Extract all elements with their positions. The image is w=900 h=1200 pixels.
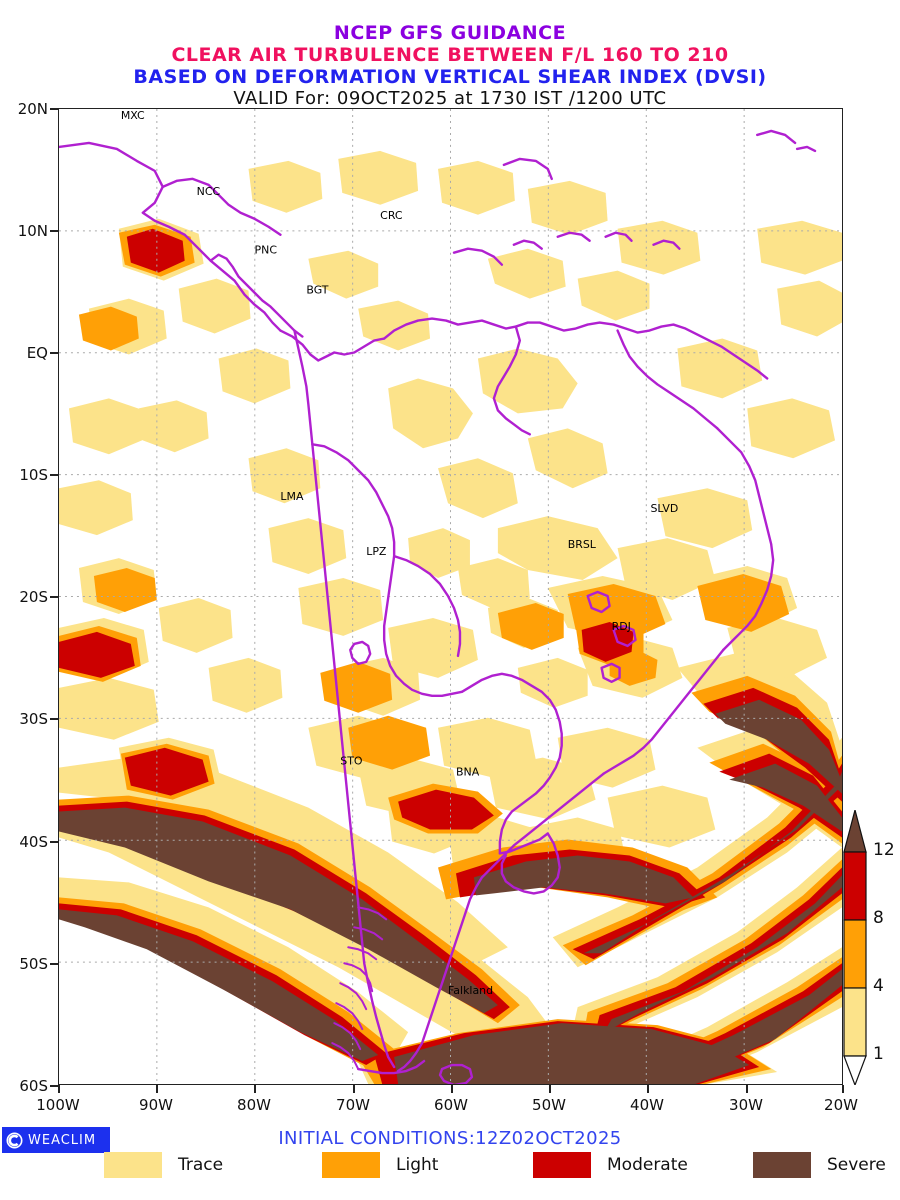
colorbar-segment-light	[843, 919, 867, 989]
y-tick-50s	[50, 963, 58, 965]
legend-swatch-severe	[753, 1152, 811, 1178]
title-model-line: NCEP GFS GUIDANCE	[333, 22, 567, 44]
y-tick-20s	[50, 596, 58, 598]
y-tick-eq	[50, 352, 58, 354]
colorbar-segment-trace	[843, 987, 867, 1057]
colorbar-none-arrow	[843, 1055, 867, 1087]
x-tick-label-30w: 30W	[729, 1096, 763, 1114]
city-label-lma: LMA	[280, 490, 304, 503]
x-tick-label-40w: 40W	[630, 1096, 664, 1114]
dvsi-colorbar[interactable]: 12 8 4 1	[843, 807, 895, 1087]
y-tick-label-60s: 60S	[19, 1077, 48, 1095]
x-tick-label-60w: 60W	[434, 1096, 468, 1114]
turbulence-category-legend: Trace Light Moderate Severe	[0, 1152, 900, 1182]
x-tick-label-70w: 70W	[336, 1096, 370, 1114]
legend-swatch-light	[322, 1152, 380, 1178]
y-tick-20n	[50, 108, 58, 110]
weaclim-logo-badge[interactable]: WEACLIM	[2, 1127, 110, 1153]
city-label-crc: CRC	[380, 209, 403, 222]
colorbar-tick-8: 8	[873, 908, 884, 928]
x-tick-label-50w: 50W	[532, 1096, 566, 1114]
y-tick-label-50s: 50S	[19, 955, 48, 973]
x-tick-90w	[156, 1085, 158, 1093]
legend-swatch-moderate	[533, 1152, 591, 1178]
city-label-bna: BNA	[456, 766, 480, 779]
city-label-sto: STO	[340, 755, 363, 768]
x-tick-60w	[451, 1085, 453, 1093]
city-label-falkland: Falkland	[448, 984, 493, 997]
initial-conditions-text: INITIAL CONDITIONS:12Z02OCT2025	[278, 1128, 622, 1149]
y-tick-60s	[50, 1085, 58, 1087]
x-tick-label-80w: 80W	[237, 1096, 271, 1114]
colorbar-severe-arrow	[843, 807, 867, 853]
x-tick-20w	[842, 1085, 844, 1093]
x-tick-label-20w: 20W	[824, 1096, 858, 1114]
legend-item-moderate[interactable]: Moderate	[533, 1152, 688, 1178]
x-tick-80w	[254, 1085, 256, 1093]
city-label-lpz: LPZ	[366, 545, 387, 558]
colorbar-svg	[843, 807, 867, 1087]
coastline-layer	[59, 129, 817, 1084]
legend-item-severe[interactable]: Severe	[753, 1152, 886, 1178]
turbulence-map[interactable]: MXC NCC PNC CRC BGT LMA LPZ BRSL SLVD RD…	[58, 108, 843, 1085]
city-label-brsl: BRSL	[568, 538, 597, 551]
x-tick-50w	[549, 1085, 551, 1093]
y-tick-label-40s: 40S	[19, 833, 48, 851]
colorbar-segment-moderate	[843, 851, 867, 921]
legend-swatch-trace	[104, 1152, 162, 1178]
y-tick-label-eq: EQ	[26, 344, 48, 362]
circle-c-logo-icon	[6, 1132, 23, 1148]
x-tick-30w	[746, 1085, 748, 1093]
weaclim-label: WEACLIM	[28, 1132, 97, 1148]
map-canvas: MXC NCC PNC CRC BGT LMA LPZ BRSL SLVD RD…	[59, 109, 842, 1084]
y-tick-label-20n: 20N	[17, 100, 48, 118]
x-tick-label-90w: 90W	[139, 1096, 173, 1114]
x-tick-100w	[58, 1085, 60, 1093]
colorbar-tick-4: 4	[873, 976, 884, 996]
city-label-slvd: SLVD	[650, 502, 678, 515]
legend-label-trace: Trace	[178, 1155, 224, 1175]
x-tick-70w	[353, 1085, 355, 1093]
y-tick-label-10s: 10S	[19, 466, 48, 484]
map-gridlines	[59, 109, 842, 1084]
title-method-line: BASED ON DEFORMATION VERTICAL SHEAR INDE…	[133, 66, 767, 88]
x-tick-40w	[647, 1085, 649, 1093]
city-label-layer: MXC NCC PNC CRC BGT LMA LPZ BRSL SLVD RD…	[121, 109, 678, 997]
city-label-pnc: PNC	[255, 244, 278, 257]
legend-label-moderate: Moderate	[607, 1155, 688, 1175]
contour-layer-severe	[59, 699, 842, 1084]
city-label-bgt: BGT	[306, 284, 328, 297]
y-tick-30s	[50, 718, 58, 720]
city-label-mxc: MXC	[121, 109, 145, 122]
y-tick-40s	[50, 841, 58, 843]
y-tick-label-10n: 10N	[17, 222, 48, 240]
legend-label-light: Light	[396, 1155, 439, 1175]
legend-label-severe: Severe	[827, 1155, 886, 1175]
y-tick-10n	[50, 230, 58, 232]
y-tick-10s	[50, 474, 58, 476]
chart-title-block: NCEP GFS GUIDANCE CLEAR AIR TURBULENCE B…	[0, 0, 900, 109]
city-label-ncc: NCC	[197, 185, 221, 198]
colorbar-tick-1: 1	[873, 1044, 884, 1064]
legend-item-trace[interactable]: Trace	[104, 1152, 223, 1178]
title-valid-time-line: VALID For: 09OCT2025 at 1730 IST /1200 U…	[233, 88, 667, 109]
y-tick-label-30s: 30S	[19, 710, 48, 728]
title-product-line: CLEAR AIR TURBULENCE BETWEEN F/L 160 TO …	[171, 44, 729, 66]
legend-item-light[interactable]: Light	[322, 1152, 438, 1178]
city-label-rdj: RDJ	[612, 620, 631, 633]
x-tick-label-100w: 100W	[36, 1096, 80, 1114]
colorbar-tick-12: 12	[873, 840, 895, 860]
y-tick-label-20s: 20S	[19, 588, 48, 606]
